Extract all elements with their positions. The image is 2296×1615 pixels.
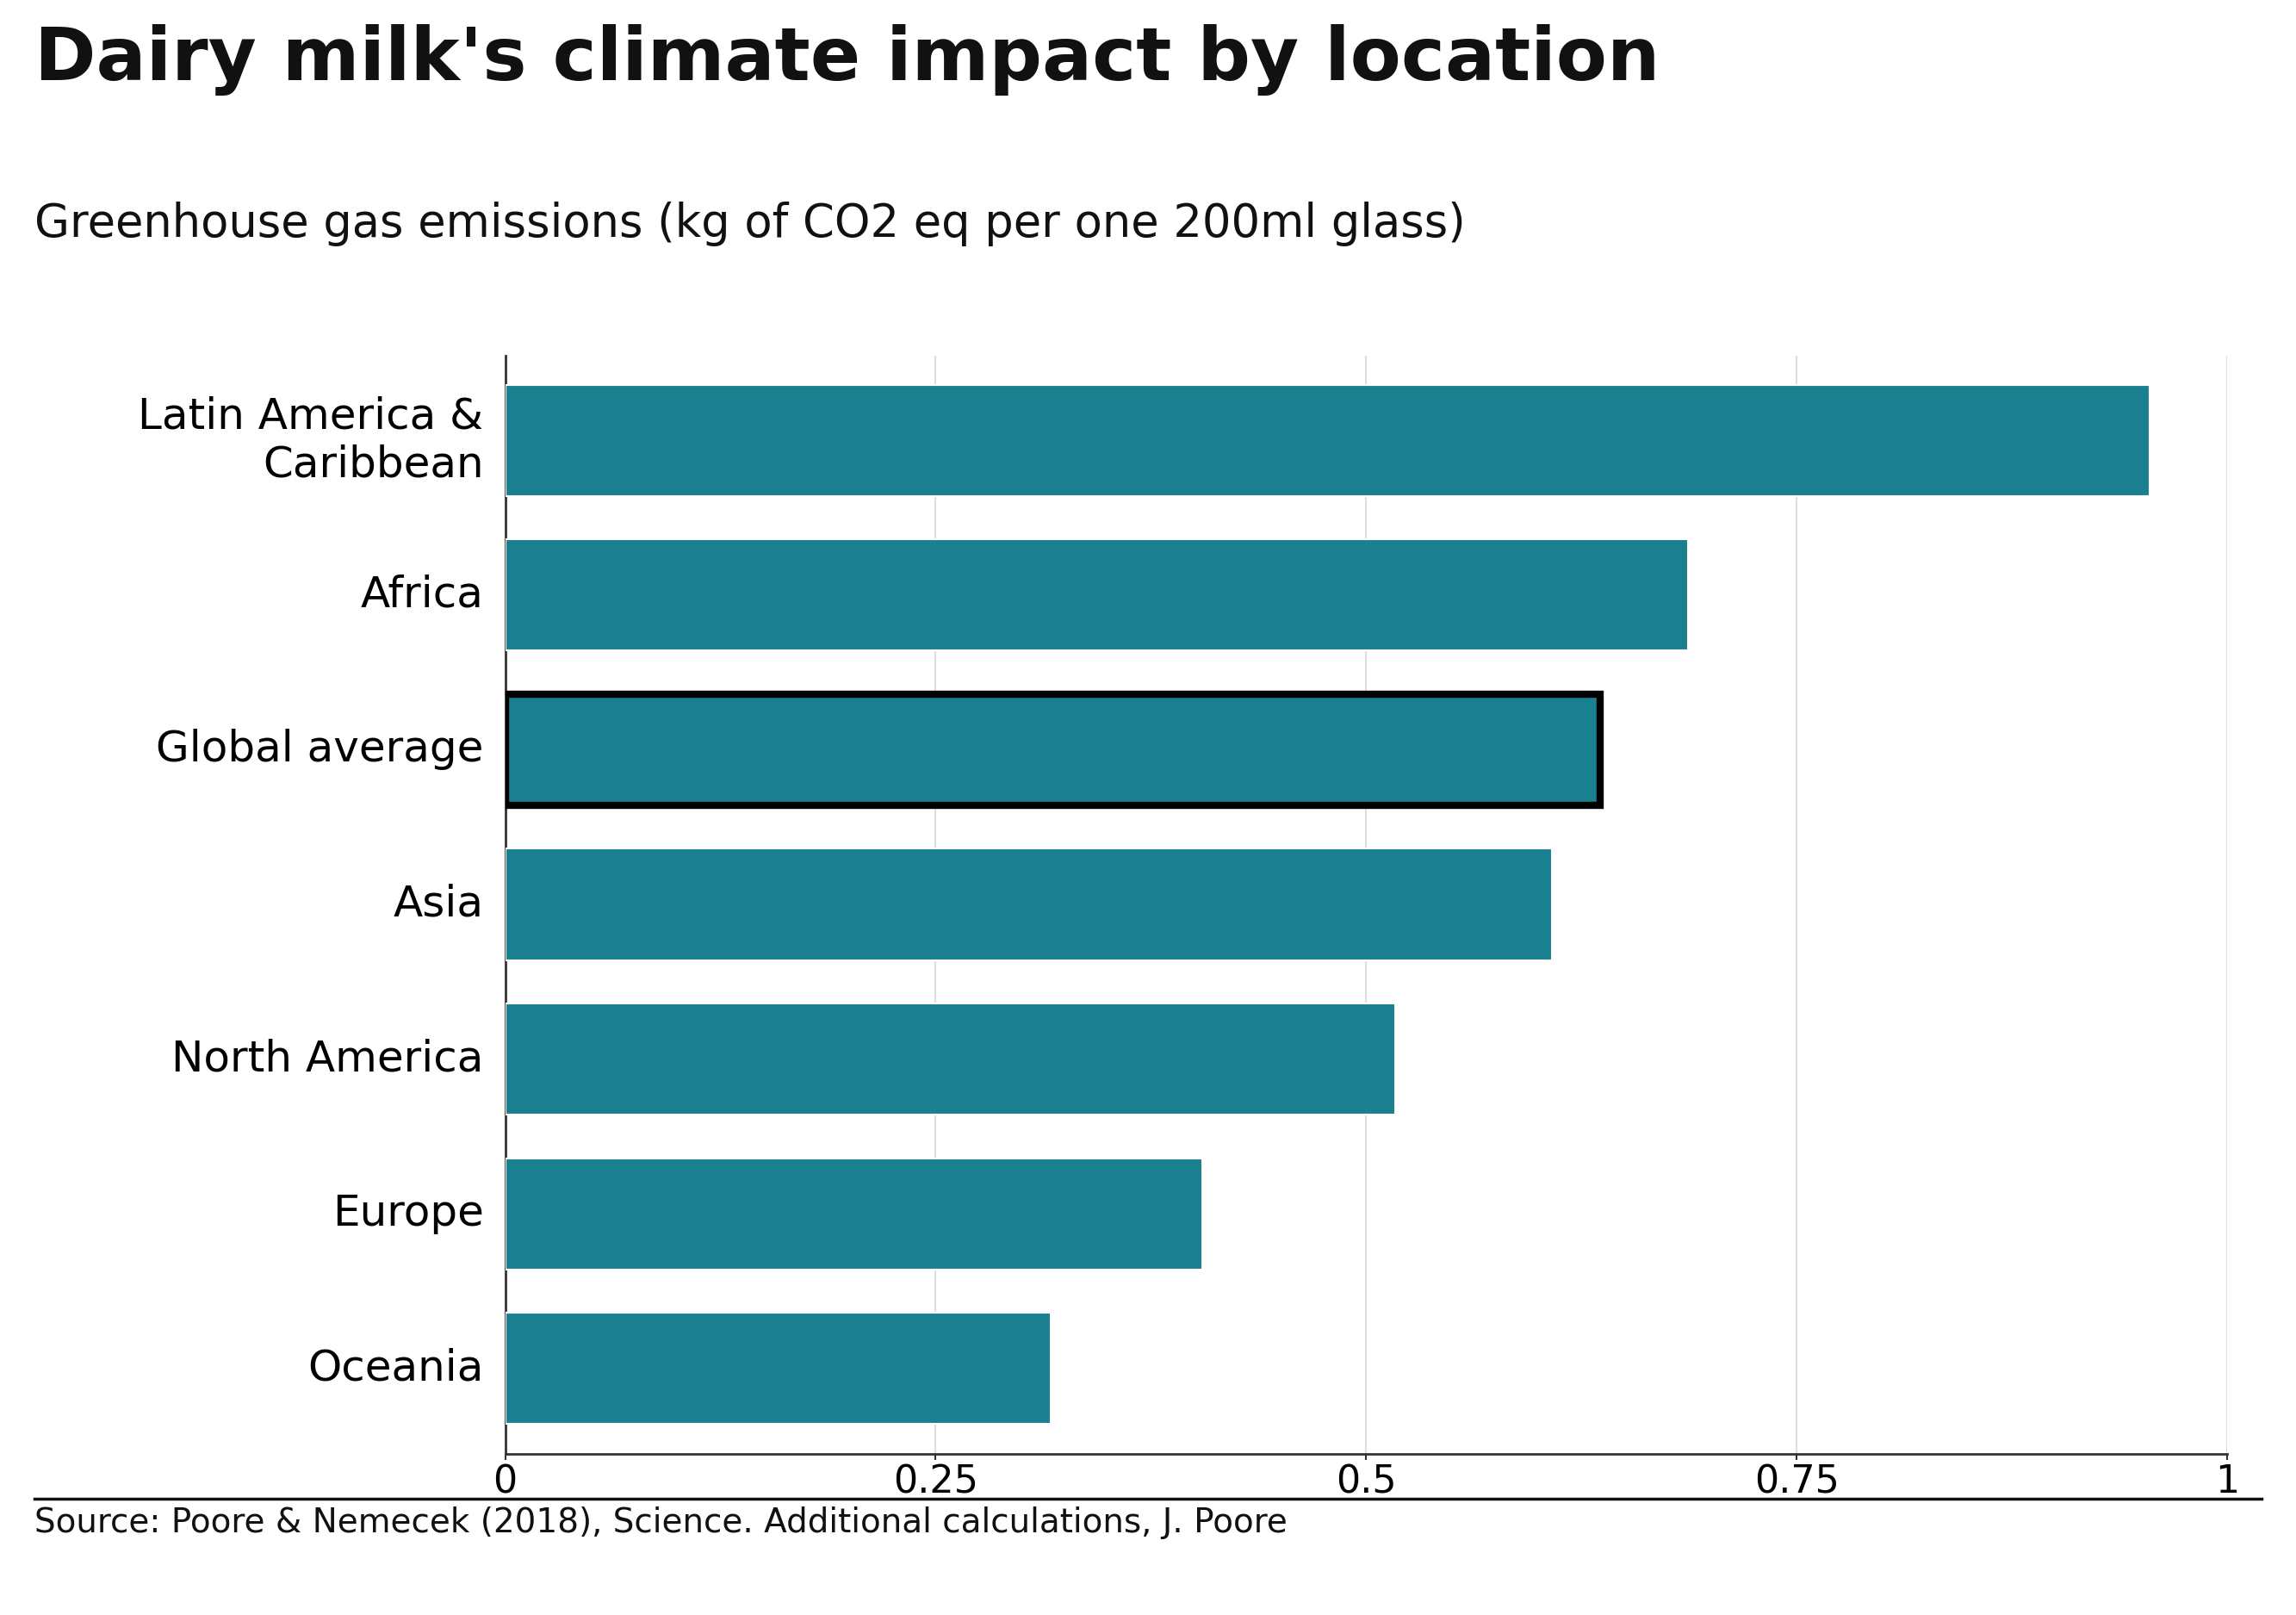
Bar (505, 1003, 1396, 1114)
Text: Source: Poore & Nemecek (2018), Science. Additional calculations, J. Poore: Source: Poore & Nemecek (2018), Science.… (34, 1507, 1288, 1539)
Bar (505, 849, 1552, 959)
Bar (505, 539, 1688, 651)
Text: B: B (2105, 1536, 2133, 1571)
Bar (505, 384, 2149, 496)
Text: Greenhouse gas emissions (kg of CO2 eq per one 200ml glass): Greenhouse gas emissions (kg of CO2 eq p… (34, 202, 1465, 247)
Text: Dairy milk's climate impact by location: Dairy milk's climate impact by location (34, 24, 1660, 95)
Bar (505, 1158, 1203, 1269)
Text: B: B (2009, 1536, 2037, 1571)
Text: C: C (2202, 1536, 2229, 1571)
Bar (505, 694, 1600, 806)
Bar (505, 1313, 1052, 1424)
FancyBboxPatch shape (505, 694, 1600, 806)
